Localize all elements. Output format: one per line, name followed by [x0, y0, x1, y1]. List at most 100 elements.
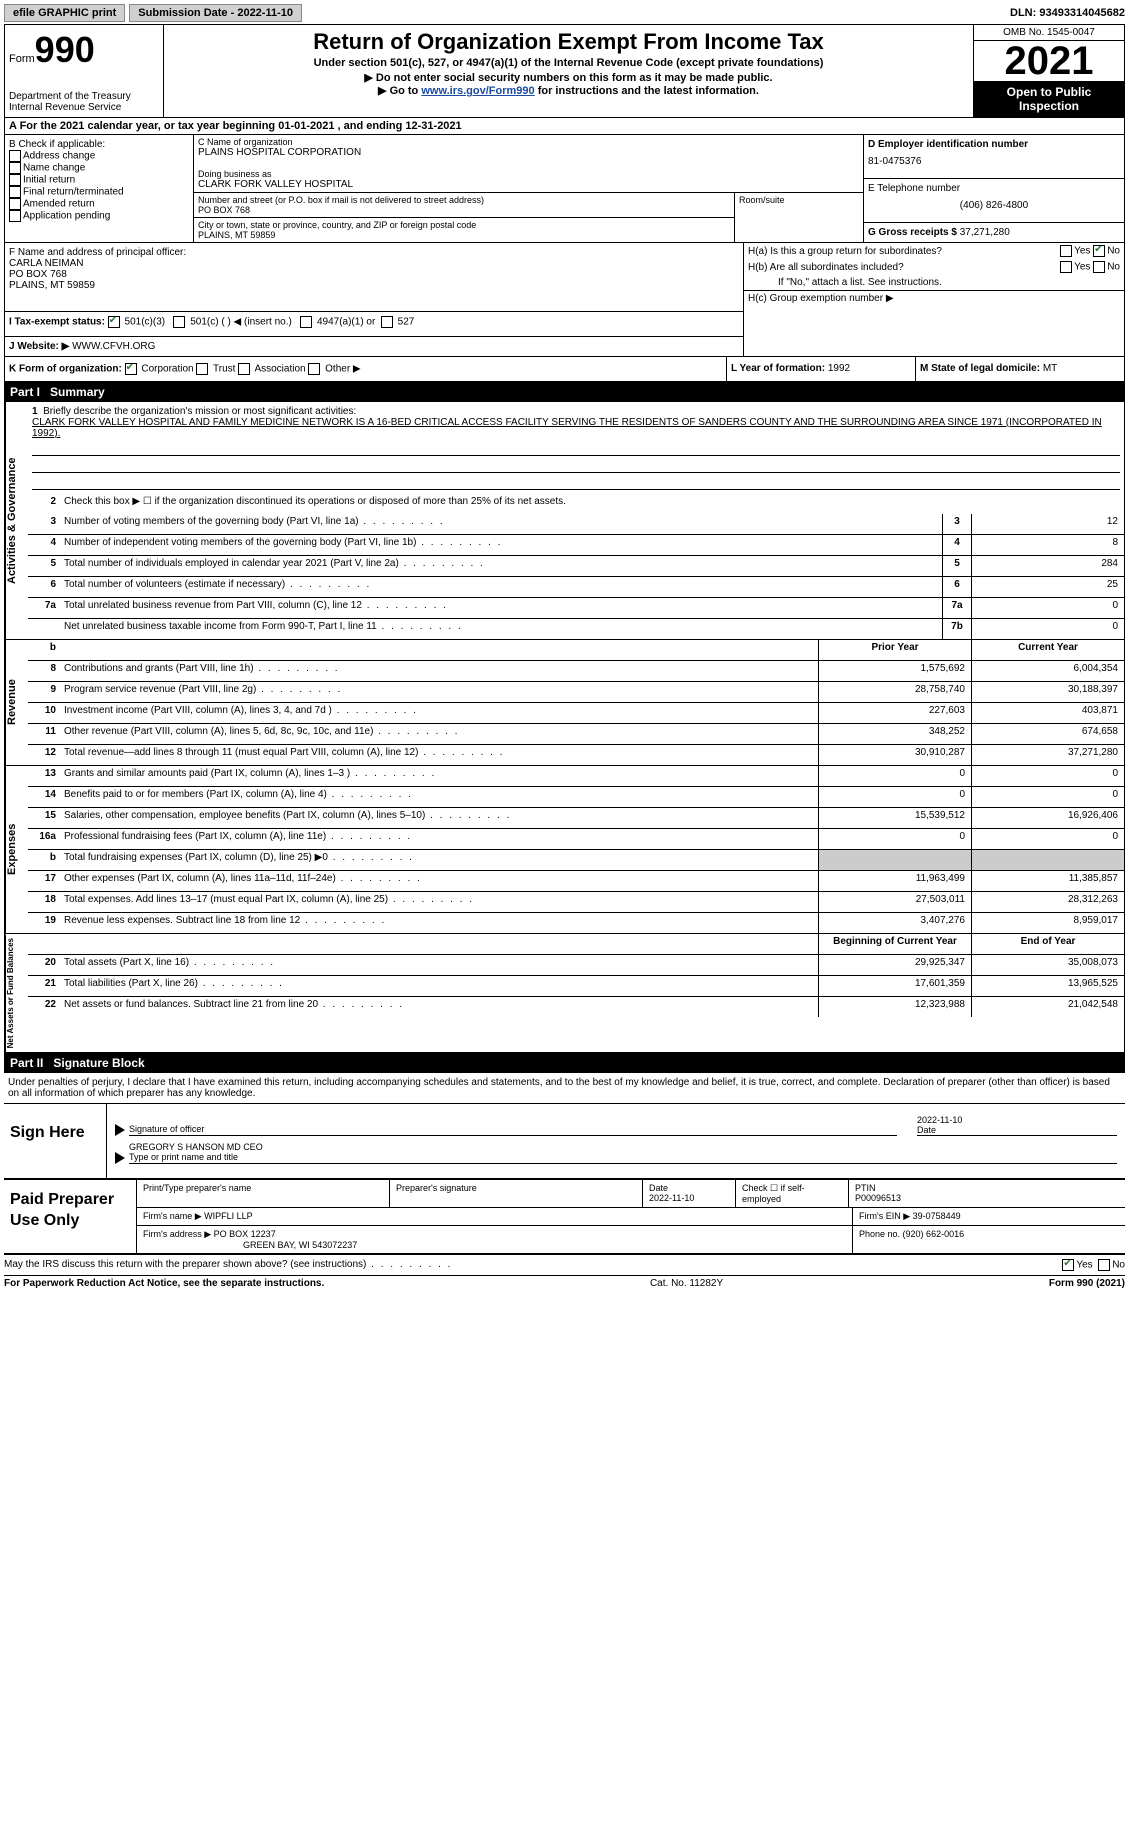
form-label: Form: [9, 53, 35, 65]
prep-phone: (920) 662-0016: [903, 1229, 965, 1239]
col-b: B Check if applicable: Address change Na…: [5, 135, 194, 242]
irs-link[interactable]: www.irs.gov/Form990: [421, 85, 534, 97]
line-num: 3: [28, 514, 60, 534]
h-a-yn: Yes No: [1060, 245, 1120, 257]
chk-527[interactable]: [381, 316, 393, 328]
row-a-mid: , and ending: [338, 120, 406, 132]
line-curr: 674,658: [971, 724, 1124, 744]
c-addr-left: Number and street (or P.O. box if mail i…: [194, 193, 735, 242]
table-row: 8Contributions and grants (Part VIII, li…: [28, 661, 1124, 682]
j-label: J Website: ▶: [9, 341, 72, 352]
col-b-label: B Check if applicable:: [9, 139, 189, 150]
mission-text: CLARK FORK VALLEY HOSPITAL AND FAMILY ME…: [32, 417, 1102, 439]
officer-street: PO BOX 768: [9, 269, 739, 280]
chk-corporation[interactable]: [125, 363, 137, 375]
fhij-right: H(a) Is this a group return for subordin…: [743, 243, 1124, 356]
line-curr: 0: [971, 829, 1124, 849]
row-a-text: A For the 2021 calendar year, or tax yea…: [9, 120, 278, 132]
sign-body: Signature of officer 2022-11-10 Date GRE…: [106, 1104, 1125, 1178]
line-desc: Professional fundraising fees (Part IX, …: [60, 829, 818, 849]
rev-header-curr: Current Year: [971, 640, 1124, 660]
ha-no: No: [1107, 246, 1120, 257]
chk-amended-return[interactable]: [9, 198, 21, 210]
form-header: Form990 Department of the Treasury Inter…: [4, 24, 1125, 118]
chk-501c3[interactable]: [108, 316, 120, 328]
lbl-application-pending: Application pending: [23, 211, 110, 222]
summary-revenue: Revenue b Prior Year Current Year 8Contr…: [4, 640, 1125, 766]
bottom-yn: Yes No: [1062, 1259, 1125, 1271]
line-prior: 0: [818, 829, 971, 849]
form-num: 990: [35, 29, 95, 70]
efile-print-button[interactable]: efile GRAPHIC print: [4, 4, 125, 22]
chk-hb-no[interactable]: [1093, 261, 1105, 273]
table-row: 16aProfessional fundraising fees (Part I…: [28, 829, 1124, 850]
line-num: 19: [28, 913, 60, 933]
officer-signature-field[interactable]: Signature of officer: [129, 1112, 897, 1136]
table-row: bTotal fundraising expenses (Part IX, co…: [28, 850, 1124, 871]
prep-date-val: 2022-11-10: [649, 1193, 694, 1203]
f-officer-block: F Name and address of principal officer:…: [5, 243, 743, 312]
line-curr: 11,385,857: [971, 871, 1124, 891]
line-desc: Total fundraising expenses (Part IX, col…: [60, 850, 818, 870]
summary-expenses: Expenses 13Grants and similar amounts pa…: [4, 766, 1125, 934]
goto-suffix: for instructions and the latest informat…: [535, 85, 759, 97]
footer-left: For Paperwork Reduction Act Notice, see …: [4, 1278, 324, 1289]
dept-treasury: Department of the Treasury Internal Reve…: [9, 91, 159, 113]
officer-name-field: GREGORY S HANSON MD CEO Type or print na…: [129, 1142, 1117, 1164]
sig-officer-label: Signature of officer: [129, 1124, 204, 1134]
table-row: 7aTotal unrelated business revenue from …: [28, 598, 1124, 619]
chk-application-pending[interactable]: [9, 210, 21, 222]
chk-name-change[interactable]: [9, 162, 21, 174]
na-header-curr: End of Year: [971, 934, 1124, 954]
chk-other[interactable]: [308, 363, 320, 375]
org-ein: 81-0475376: [868, 156, 1120, 167]
c-city-label: City or town, state or province, country…: [198, 220, 730, 230]
lbl-address-change: Address change: [23, 151, 95, 162]
line-val: 25: [971, 577, 1124, 597]
col-c: C Name of organization PLAINS HOSPITAL C…: [194, 135, 863, 242]
f-label: F Name and address of principal officer:: [9, 247, 739, 258]
line-prior: 0: [818, 766, 971, 786]
part-2-header: Part II Signature Block: [4, 1053, 1125, 1073]
chk-final-return[interactable]: [9, 186, 21, 198]
d-tel-block: E Telephone number (406) 826-4800: [864, 179, 1124, 223]
chk-ha-yes[interactable]: [1060, 245, 1072, 257]
na-header-row: Beginning of Current Year End of Year: [28, 934, 1124, 955]
j-website: J Website: ▶ WWW.CFVH.ORG: [5, 337, 743, 356]
line-curr: 0: [971, 787, 1124, 807]
footer-mid: Cat. No. 11282Y: [324, 1278, 1049, 1289]
org-street: PO BOX 768: [198, 205, 730, 215]
table-row: 22Net assets or fund balances. Subtract …: [28, 997, 1124, 1017]
h-b-row: H(b) Are all subordinates included? Yes …: [744, 259, 1124, 275]
chk-discuss-yes[interactable]: [1062, 1259, 1074, 1271]
prep-firm-ein-cell: Firm's EIN ▶ 39-0758449: [853, 1208, 1125, 1225]
row-a-begin: 01-01-2021: [278, 120, 334, 132]
table-row: 13Grants and similar amounts paid (Part …: [28, 766, 1124, 787]
chk-501c[interactable]: [173, 316, 185, 328]
row-klm: K Form of organization: Corporation Trus…: [4, 357, 1125, 382]
exp-body: 13Grants and similar amounts paid (Part …: [28, 766, 1124, 933]
line-curr: 403,871: [971, 703, 1124, 723]
chk-hb-yes[interactable]: [1060, 261, 1072, 273]
chk-4947[interactable]: [300, 316, 312, 328]
line-curr: 21,042,548: [971, 997, 1124, 1017]
c-street-row: Number and street (or P.O. box if mail i…: [194, 193, 734, 218]
d-gross-block: G Gross receipts $ 37,271,280: [864, 223, 1124, 242]
paid-preparer-label: Paid Preparer Use Only: [4, 1180, 136, 1253]
opt-association: Association: [254, 364, 305, 375]
chk-initial-return[interactable]: [9, 174, 21, 186]
chk-trust[interactable]: [196, 363, 208, 375]
chk-ha-no[interactable]: [1093, 245, 1105, 257]
paid-preparer-block: Paid Preparer Use Only Print/Type prepar…: [4, 1180, 1125, 1255]
line-prior: [818, 850, 971, 870]
gov-body: 1 Briefly describe the organization's mi…: [28, 402, 1124, 639]
sign-here-label: Sign Here: [4, 1104, 106, 1178]
submission-date-box: Submission Date - 2022-11-10: [129, 4, 302, 22]
chk-address-change[interactable]: [9, 150, 21, 162]
chk-association[interactable]: [238, 363, 250, 375]
c-name-label: C Name of organization: [198, 137, 859, 147]
chk-discuss-no[interactable]: [1098, 1259, 1110, 1271]
bottom-q-text: May the IRS discuss this return with the…: [4, 1259, 1062, 1271]
part-1-name: Summary: [50, 385, 105, 399]
mission-blank-2: [32, 458, 1120, 473]
